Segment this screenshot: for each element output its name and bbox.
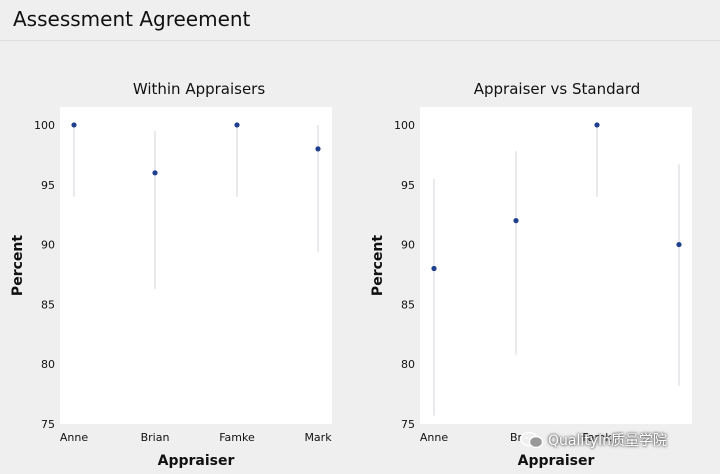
data-point <box>71 122 77 128</box>
chart-panel-1: Within Appraisers Percent Appraiser 75 80 85 9… <box>10 80 332 469</box>
y-tick-label: 85 <box>401 298 415 311</box>
y-tick-label: 95 <box>401 179 415 192</box>
data-point <box>315 146 321 152</box>
watermark-text: QualityIn质量学院 <box>548 433 668 449</box>
x-tick-label: Famk <box>582 431 612 444</box>
x-tick-label: Anne <box>60 431 88 444</box>
data-point <box>594 122 600 128</box>
chart-title: Within Appraisers <box>133 80 266 98</box>
data-point <box>431 265 437 272</box>
y-tick-label: 100 <box>34 119 55 132</box>
y-tick-label: 95 <box>41 179 55 192</box>
y-axis-label: Percent <box>370 235 386 296</box>
x-axis-label: Appraiser <box>158 453 235 469</box>
title-divider <box>0 40 720 41</box>
plot-area <box>60 107 332 424</box>
data-point <box>513 218 519 224</box>
x-axis-label: Appraiser <box>518 453 595 469</box>
x-tick-label: Anne <box>420 431 448 444</box>
page-title: Assessment Agreement <box>13 7 251 31</box>
data-point <box>234 122 240 128</box>
y-tick-label: 75 <box>401 418 415 431</box>
y-tick-label: 90 <box>41 239 55 252</box>
x-tick-label: Br <box>510 431 523 444</box>
wechat-icon <box>520 431 544 449</box>
x-tick-label: Famke <box>219 431 255 444</box>
y-axis-label: Percent <box>10 235 26 296</box>
data-point <box>152 170 158 176</box>
y-tick-label: 85 <box>41 298 55 311</box>
chart-panel-2: Appraiser vs Standard Percent Appraiser 75 8… <box>370 80 692 469</box>
x-tick-label: Mark <box>304 431 332 444</box>
y-tick-label: 90 <box>401 239 415 252</box>
y-tick-label: 100 <box>394 119 415 132</box>
data-point <box>676 241 682 248</box>
plot-area <box>420 107 692 424</box>
x-tick-label: Brian <box>141 431 170 444</box>
y-tick-label: 80 <box>41 358 55 371</box>
y-tick-label: 75 <box>41 418 55 431</box>
watermark: QualityIn质量学院 <box>520 430 667 450</box>
chart-title: Appraiser vs Standard <box>474 80 641 98</box>
y-tick-label: 80 <box>401 358 415 371</box>
